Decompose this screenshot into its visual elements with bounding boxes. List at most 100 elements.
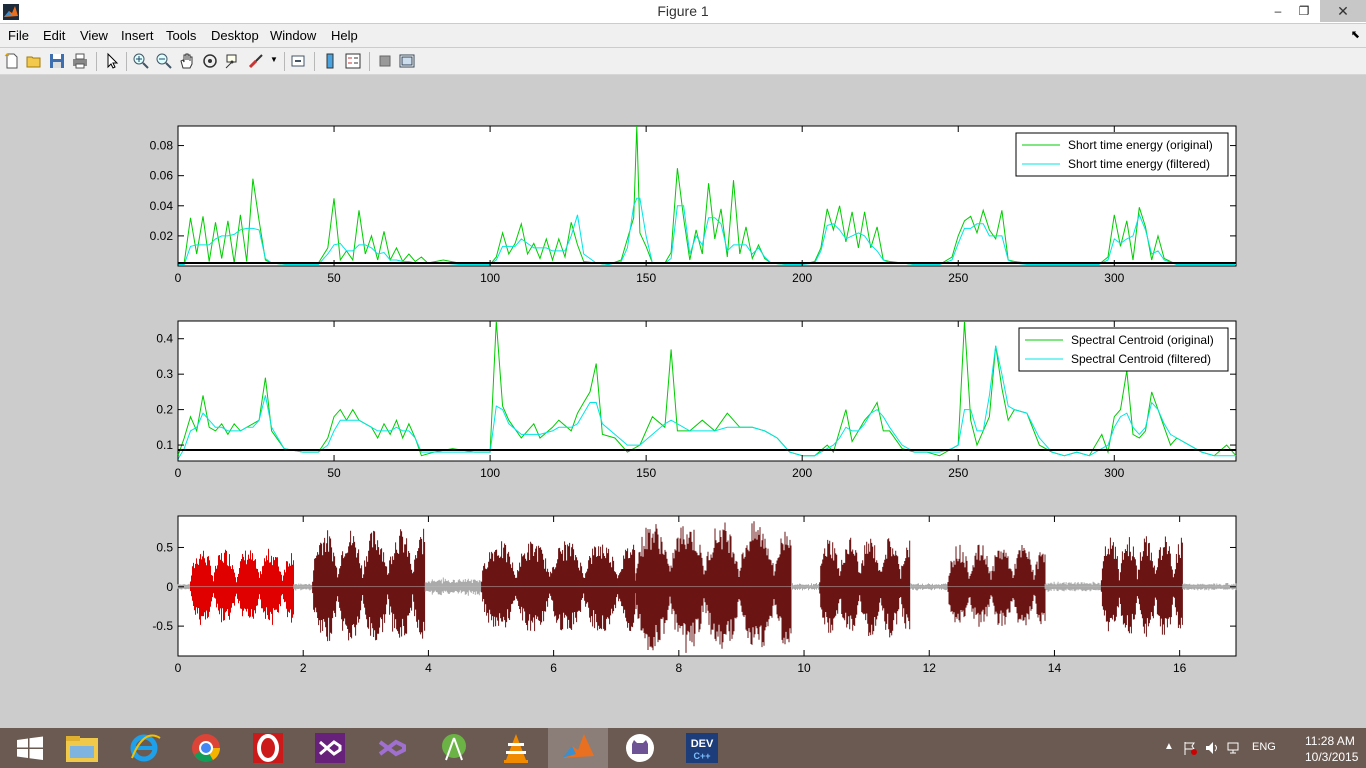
x-tick-label: 14 [1048,661,1062,675]
menu-tools[interactable]: Tools [166,28,197,43]
x-tick-label: 6 [550,661,557,675]
axes-spectral-centroid[interactable]: 0 50 100 150 200 250 300 0.1 0.2 0.3 0.4 Spectral … [156,320,1237,480]
y-tick-label: 0 [166,580,173,594]
matlab-icon[interactable] [548,728,608,768]
waveform-segment-voiced [819,537,911,638]
insert-colorbar-icon[interactable] [321,52,339,70]
visual-studio-2-icon[interactable] [362,728,422,768]
open-file-icon[interactable] [25,52,43,70]
link-plot-icon[interactable] [290,52,308,70]
x-tick-label: 50 [327,271,341,285]
edit-plot-arrow-icon[interactable] [103,52,121,70]
y-tick-label: 0.06 [150,169,174,183]
show-plot-tools-icon[interactable] [398,52,416,70]
network-icon[interactable] [1226,740,1242,756]
clock-time[interactable]: 11:28 AM [1305,734,1355,748]
x-tick-label: 0 [175,661,182,675]
new-figure-icon[interactable] [3,52,21,70]
x-tick-label: 4 [425,661,432,675]
print-icon[interactable] [71,52,89,70]
pan-hand-icon[interactable] [178,52,196,70]
toolbar-separator [96,52,97,71]
axes-short-time-energy[interactable]: 0 50 100 150 200 250 300 0.02 0.04 0.06 0.08 Short… [150,125,1237,285]
data-cursor-icon[interactable] [224,52,242,70]
x-tick-label: 0 [175,466,182,480]
x-tick-label: 250 [948,271,968,285]
internet-explorer-icon[interactable] [114,728,174,768]
legend-centroid[interactable]: Spectral Centroid (original) Spectral Ce… [1018,327,1229,372]
y-tick-label: 0.08 [150,139,174,153]
menu-edit[interactable]: Edit [43,28,66,43]
x-tick-label: 100 [480,271,500,285]
y-tick-label: 0.3 [156,367,173,381]
show-hidden-icons-icon[interactable]: ▲ [1164,741,1174,752]
file-explorer-icon[interactable] [52,728,112,768]
legend-centroid-filtered-label: Spectral Centroid (filtered) [1071,352,1211,366]
y-tick-label: 0.04 [150,199,174,213]
y-tick-label: 0.5 [156,540,173,554]
x-tick-label: 0 [175,271,182,285]
menu-insert[interactable]: Insert [121,28,154,43]
window-title: Figure 1 [657,3,709,19]
menu-window[interactable]: Window [270,28,317,43]
chevron-down-icon[interactable]: ▼ [270,55,278,64]
close-button[interactable]: ✕ [1320,0,1366,22]
toolbar-separator [369,52,370,71]
devcpp-label: DEV [691,738,714,750]
axes-waveform[interactable]: 0 2 4 6 8 10 12 14 16 0.5 0 -0.5 [152,515,1237,675]
opera-icon[interactable] [238,728,298,768]
y-tick-label: 0.4 [156,332,173,346]
insert-legend-icon[interactable] [344,52,362,70]
clock-date[interactable]: 10/3/2015 [1305,750,1359,764]
menu-view[interactable]: View [80,28,108,43]
x-tick-label: 2 [300,661,307,675]
rotate-3d-icon[interactable] [201,52,219,70]
x-tick-label: 200 [792,466,812,480]
language-indicator[interactable]: ENG [1252,741,1276,753]
volume-icon[interactable] [1204,740,1220,756]
windows-start-icon[interactable] [0,728,60,768]
action-center-flag-icon[interactable] [1182,740,1198,756]
figure-toolbar: ▼ [0,48,1366,75]
legend-energy[interactable]: Short time energy (original) Short time … [1015,132,1229,177]
hide-plot-tools-icon[interactable] [376,52,394,70]
save-icon[interactable] [48,52,66,70]
x-tick-label: 100 [480,466,500,480]
x-tick-label: 50 [327,466,341,480]
x-tick-label: 300 [1104,466,1124,480]
devcpp-icon[interactable]: DEV C++ [672,728,732,768]
zoom-out-icon[interactable] [155,52,173,70]
toolbar-separator [284,52,285,71]
legend-energy-original-label: Short time energy (original) [1068,138,1213,152]
github-icon[interactable] [610,728,670,768]
chrome-icon[interactable] [176,728,236,768]
menu-help[interactable]: Help [331,28,358,43]
x-tick-label: 150 [636,466,656,480]
minimize-button[interactable]: – [1274,4,1282,18]
x-tick-label: 8 [675,661,682,675]
brush-icon[interactable] [247,52,265,70]
matlab-logo-icon [3,4,19,20]
zoom-in-icon[interactable] [132,52,150,70]
x-tick-label: 150 [636,271,656,285]
android-studio-icon[interactable] [424,728,484,768]
dock-arrow-icon[interactable]: ⬉ [1350,29,1360,41]
x-tick-label: 16 [1173,661,1187,675]
waveform-segment-selected [190,548,294,625]
y-tick-label: 0.2 [156,403,173,417]
visual-studio-icon[interactable] [300,728,360,768]
menu-file[interactable]: File [8,28,29,43]
menu-bar: File Edit View Insert Tools Desktop Wind… [0,24,1366,47]
x-tick-label: 250 [948,466,968,480]
title-bar: Figure 1 – ❐ ✕ [0,0,1366,23]
figure-window: Figure 1 – ❐ ✕ File Edit View Insert Too… [0,0,1366,675]
series-filtered-line [177,345,1236,460]
menu-desktop[interactable]: Desktop [211,28,259,43]
maximize-button[interactable]: ❐ [1298,4,1310,18]
vlc-icon[interactable] [486,728,546,768]
y-tick-label: -0.5 [152,619,173,633]
x-tick-label: 10 [797,661,811,675]
toolbar-separator [314,52,315,71]
x-tick-label: 300 [1104,271,1124,285]
